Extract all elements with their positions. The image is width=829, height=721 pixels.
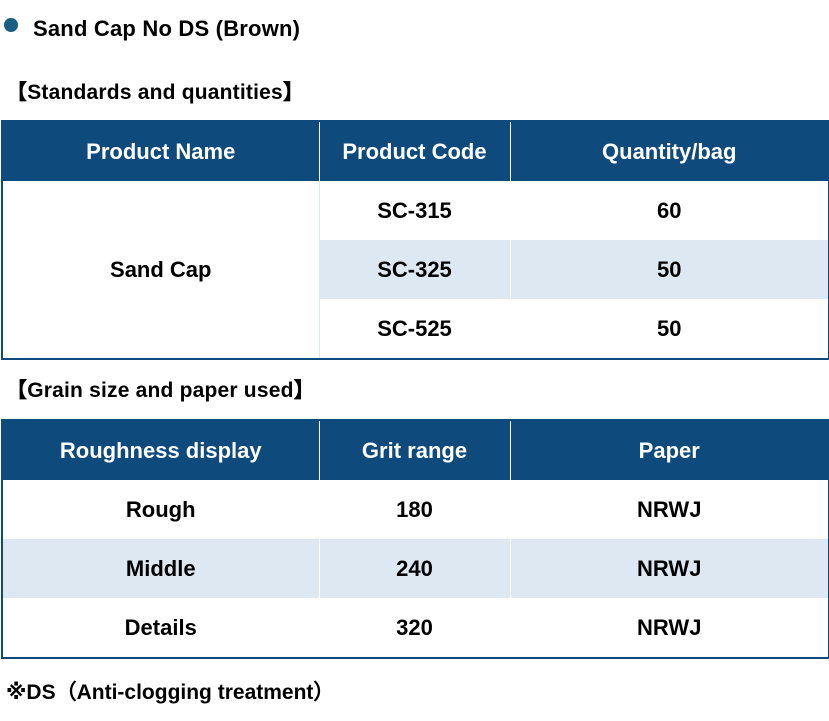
header-product-name: Product Name <box>1 120 320 181</box>
quantity-cell: 50 <box>509 299 829 360</box>
grit-cell: 180 <box>318 480 511 539</box>
roughness-cell: Rough <box>1 480 320 539</box>
roughness-cell: Middle <box>1 539 320 598</box>
paper-cell: NRWJ <box>509 480 829 539</box>
product-code-cell: SC-315 <box>318 181 511 240</box>
grit-cell: 240 <box>318 539 511 598</box>
grain-table: Roughness display Grit range Paper Rough… <box>1 419 829 659</box>
header-roughness-display: Roughness display <box>1 419 320 480</box>
product-title-row: Sand Cap No DS (Brown) <box>0 12 300 46</box>
standards-heading: 【Standards and quantities】 <box>6 81 305 104</box>
quantity-cell: 50 <box>509 240 829 299</box>
standards-table: Product Name Product Code Quantity/bag S… <box>1 120 829 360</box>
header-grit-range: Grit range <box>318 419 511 480</box>
table-row: Details 320 NRWJ <box>1 598 829 659</box>
paper-cell: NRWJ <box>509 539 829 598</box>
product-code-cell: SC-525 <box>318 299 511 360</box>
product-title: Sand Cap No DS (Brown) <box>33 16 301 41</box>
table-row: Rough 180 NRWJ <box>1 480 829 539</box>
table-row: Sand Cap SC-315 60 <box>1 181 829 360</box>
header-paper: Paper <box>509 419 829 480</box>
standards-header-row: Product Name Product Code Quantity/bag <box>1 120 829 181</box>
grain-heading: 【Grain size and paper used】 <box>6 379 315 402</box>
header-quantity-bag: Quantity/bag <box>509 120 829 181</box>
paper-cell: NRWJ <box>509 598 829 659</box>
product-code-cell: SC-325 <box>318 240 511 299</box>
grit-cell: 320 <box>318 598 511 659</box>
bullet-dot-icon <box>4 18 18 32</box>
quantity-cell: 60 <box>509 181 829 240</box>
roughness-cell: Details <box>1 598 320 659</box>
product-name-cell: Sand Cap <box>1 181 320 360</box>
table-row: Middle 240 NRWJ <box>1 539 829 598</box>
table-row: SC-525 50 <box>2 299 829 360</box>
header-product-code: Product Code <box>318 120 511 181</box>
grain-header-row: Roughness display Grit range Paper <box>1 419 829 480</box>
table-row: SC-325 50 <box>2 240 829 299</box>
footnote-ds: ※DS（Anti-clogging treatment） <box>6 681 335 704</box>
